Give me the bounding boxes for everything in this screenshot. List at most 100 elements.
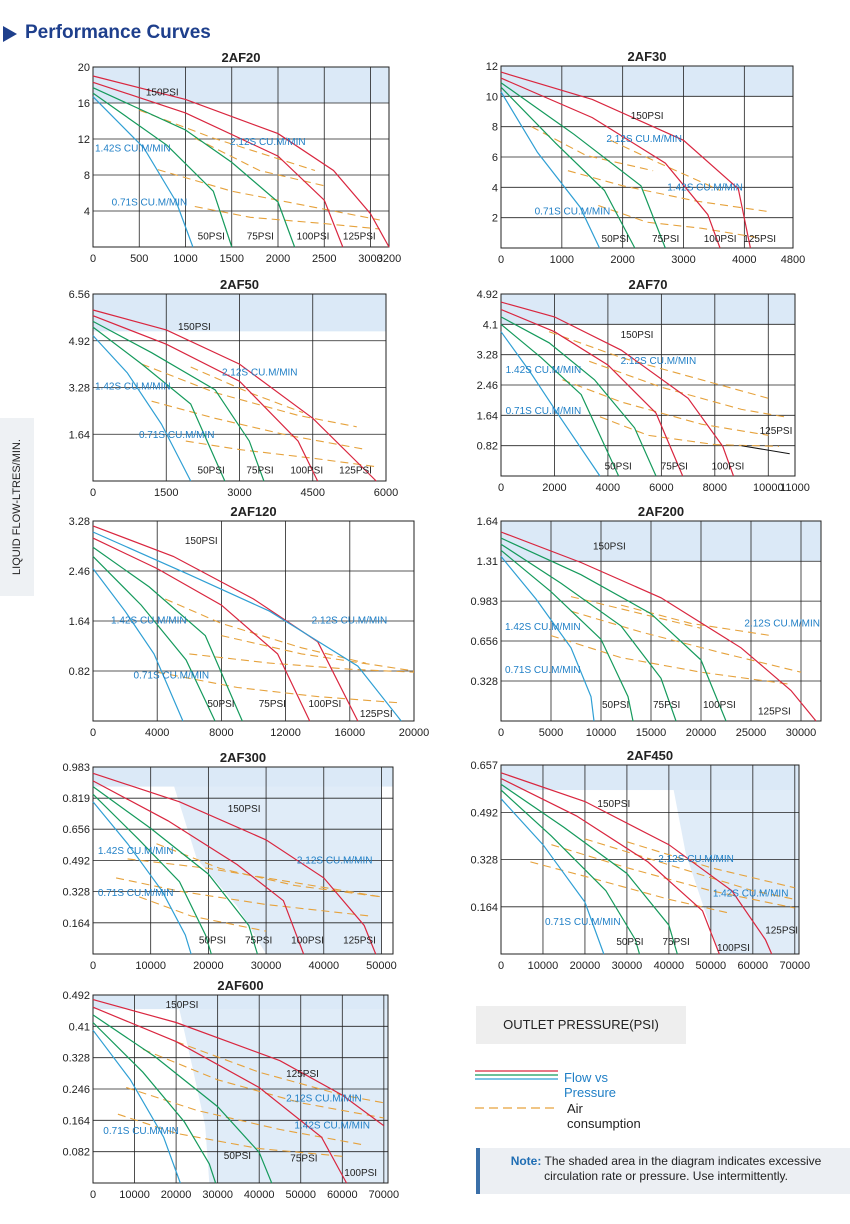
flow-curve-125psi [500,777,720,955]
curve-label: 150PSI [228,804,261,815]
air-consumption-curve [142,1048,384,1119]
curve-label: 125PSI [343,232,376,243]
chart-title: 2AF600 [217,978,263,993]
y-tick-label: 0.492 [470,807,498,819]
legend-flow-label: Flow vs Pressure [564,1070,617,1100]
x-tick-label: 40000 [244,1189,275,1201]
curve-label: 0.71S CU.M/MIN [112,197,188,208]
legend-title: OUTLET PRESSURE(PSI) [503,1017,659,1032]
x-tick-label: 50000 [696,960,727,972]
curve-label: 2.12S CU.M/MIN [312,615,388,626]
flow-curve-75psi [500,789,641,955]
curve-label: 75PSI [652,234,679,245]
y-tick-label: 0.492 [62,855,90,867]
y-tick-label: 0.328 [470,855,498,867]
air-consumption-curve [570,596,702,629]
flow-curve-125psi [92,81,344,248]
curve-label: 0.71S CU.M/MIN [505,665,581,676]
plot-frame [92,520,415,722]
curve-label: 75PSI [245,935,272,946]
y-tick-label: 1.64 [69,429,90,441]
curve-label: 50PSI [605,461,632,472]
x-tick-label: 40000 [308,960,339,972]
flow-curve-150psi [500,772,773,955]
x-tick-label: 30000 [202,1189,233,1201]
curve-label: 0.71S CU.M/MIN [545,917,621,928]
x-tick-label: 60000 [327,1189,358,1201]
air-consumption-curve [117,1113,343,1157]
flow-curve-150psi [92,999,385,1127]
x-tick-label: 20000 [193,960,224,972]
x-tick-label: 2000 [266,253,290,265]
plot-frame [500,293,796,477]
curve-label: 75PSI [661,461,688,472]
chart-title: 2AF120 [230,504,276,519]
curve-label: 125PSI [343,935,376,946]
x-tick-label: 0 [90,487,96,499]
x-tick-label: 0 [498,254,504,266]
air-consumption-curve [548,331,769,399]
curve-label: 125PSI [360,709,393,720]
x-tick-label: 8000 [209,727,233,739]
curve-label: 1.42S CU.M/MIN [667,182,743,193]
air-consumption-curve [626,841,795,889]
flow-curve-150psi [92,772,377,955]
curve-label: 75PSI [259,699,286,710]
air-consumption-curve [156,843,382,898]
chart-title: 2AF30 [627,49,666,64]
flow-curve-100psi [92,537,311,722]
curve-label: 1.42S CU.M/MIN [111,615,187,626]
flow-curve-50psi [500,798,605,955]
legend-swatches [475,1070,558,1109]
air-consumption-curve [221,635,415,672]
play-triangle-icon [3,26,17,42]
page-title: Performance Curves [25,22,211,43]
x-tick-label: 20000 [161,1189,192,1201]
y-tick-label: 0.328 [62,887,90,899]
x-tick-label: 20000 [399,727,430,739]
air-consumption-curve [139,896,267,932]
x-tick-label: 0 [90,1189,96,1201]
y-tick-label: 0.82 [69,666,90,678]
air-consumption-curve [620,604,772,637]
curve-label: 150PSI [146,88,179,99]
y-tick-label: 0.246 [62,1084,90,1096]
y-tick-label: 0.41 [69,1021,90,1033]
curve-label: 150PSI [593,542,626,553]
y-tick-label: 20 [78,62,90,74]
flow-curve-100psi [92,1014,273,1184]
x-tick-label: 0 [498,727,504,739]
flow-curve-50psi [92,801,192,955]
flow-curve-50psi [500,91,601,249]
y-tick-label: 2.46 [69,566,90,578]
y-tick-label: 4 [492,182,498,194]
x-tick-label: 10000 [586,727,617,739]
x-tick-label: 60000 [738,960,769,972]
curve-label: 100PSI [344,1168,377,1179]
y-tick-label: 3.28 [69,383,90,395]
x-tick-label: 6000 [374,487,398,499]
chart-2af30: 2AF30 0 1000 2000 3000 4000 4800 12 10 8 6 4 2 150PSI… [486,49,805,266]
y-tick-label: 16 [78,98,90,110]
flow-curve-50psi [92,1029,181,1184]
air-consumption-curve [157,671,398,704]
curve-label: 50PSI [602,234,629,245]
y-tick-label: 10 [486,91,498,103]
x-tick-label: 8000 [703,482,727,494]
flow-curve-50psi [500,331,601,477]
y-axis-label-band [0,418,34,596]
y-tick-label: 0.656 [62,824,90,836]
y-tick-label: 12 [78,134,90,146]
x-tick-label: 0 [90,960,96,972]
chart-title: 2AF300 [220,750,266,765]
flow-curve-75psi [92,326,226,482]
air-consumption-curve [599,416,780,447]
curve-label: 0.71S CU.M/MIN [506,406,582,417]
flow-curve-100psi [92,87,296,248]
y-tick-label: 0.492 [62,990,90,1002]
curve-label: 100PSI [308,699,341,710]
note-label: Note: [510,1154,542,1168]
x-tick-label: 20000 [686,727,717,739]
x-tick-label: 4000 [145,727,169,739]
